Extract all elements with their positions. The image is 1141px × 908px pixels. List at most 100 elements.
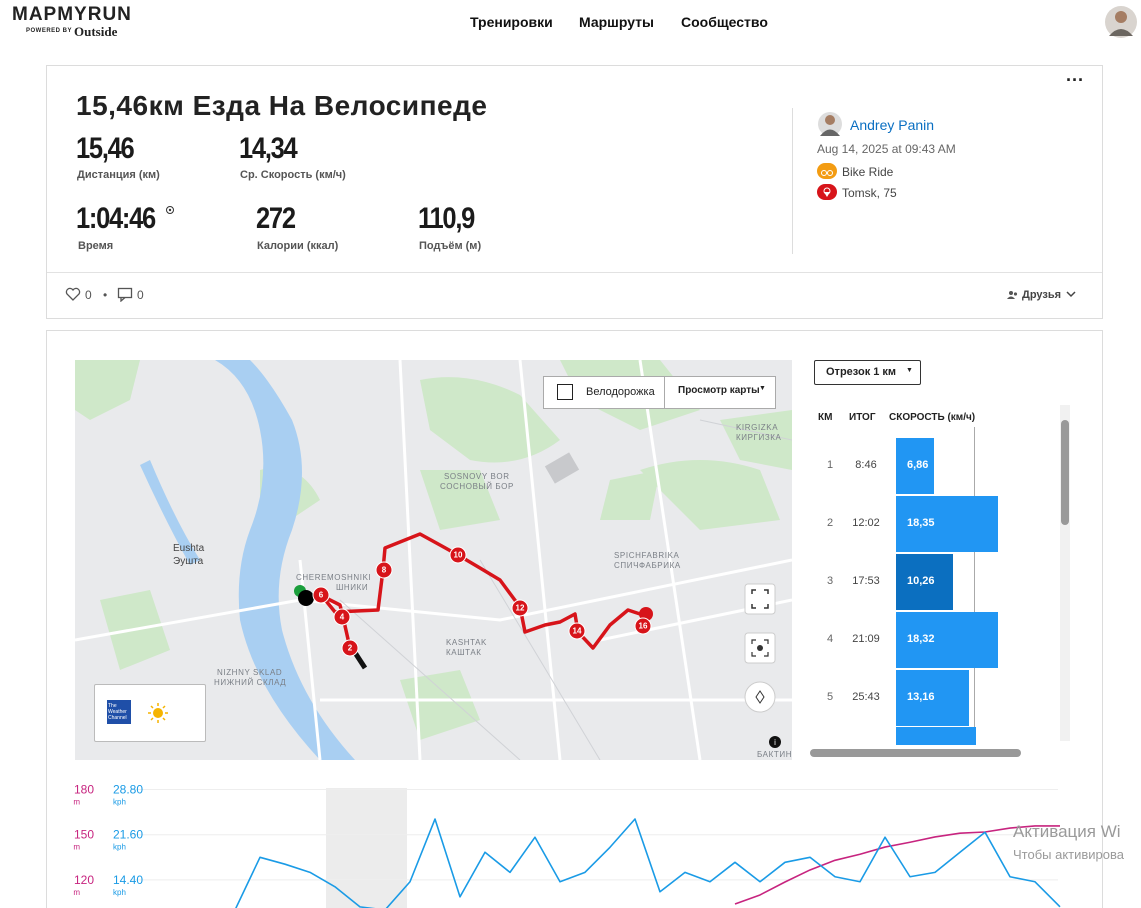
nav-link[interactable]: Сообщество — [681, 14, 768, 30]
speed-label: 18,32 — [907, 633, 935, 645]
map[interactable]: Eushta Эушта CHEREMOSHNIKI ШНИКИ SOSNOVY… — [75, 360, 792, 760]
column-header: КМ — [818, 412, 833, 423]
stat-value: 272 — [256, 202, 296, 235]
like-icon[interactable] — [65, 287, 81, 302]
stat-label: Калории (ккал) — [257, 240, 339, 252]
user-name[interactable]: Andrey Panin — [850, 117, 935, 133]
y-tick-label: 150 — [74, 828, 94, 842]
map-view-dropdown[interactable] — [664, 376, 776, 409]
route-marker: 16 — [639, 622, 648, 631]
bar-partial — [896, 727, 976, 745]
menu-dots[interactable]: ··· — [1066, 70, 1084, 90]
y2-tick-label: 14.40 — [113, 873, 143, 887]
column-header: ИТОГ — [849, 412, 876, 423]
column-header: СКОРОСТЬ (км/ч) — [889, 412, 976, 423]
bar — [896, 496, 999, 552]
activity-icon — [817, 163, 837, 179]
map-controls[interactable]: i — [744, 583, 781, 748]
y-unit: m — [73, 798, 80, 807]
place-label: KIRGIZKA — [736, 423, 778, 432]
svg-text:i: i — [774, 738, 776, 747]
series-line — [734, 825, 1060, 905]
y2-unit: kph — [113, 798, 126, 807]
speed-label: 6,86 — [907, 459, 929, 471]
divider — [47, 272, 1102, 273]
stat-label: Дистанция (км) — [77, 169, 160, 181]
hscroll-thumb[interactable] — [810, 749, 1021, 757]
time: 8:46 — [855, 459, 877, 471]
km: 4 — [826, 633, 834, 645]
y2-unit: kph — [113, 843, 126, 852]
workout-date: Aug 14, 2025 at 09:43 AM — [817, 142, 956, 156]
y2-tick-label: 28.80 — [113, 783, 143, 797]
bar — [896, 438, 935, 494]
y-unit: m — [73, 843, 80, 852]
place-label: CHEREMOSHNIKI — [296, 573, 371, 582]
y-tick-label: 120 — [74, 873, 94, 887]
bar — [896, 554, 954, 610]
sun-icon — [148, 703, 168, 723]
privacy[interactable]: Друзья — [1022, 289, 1062, 301]
place-label: КАШТАК — [446, 648, 482, 657]
activity-type: Bike Ride — [842, 165, 894, 179]
nav-link[interactable]: Тренировки — [470, 14, 553, 30]
stat-value: 15,46 — [76, 132, 135, 165]
privacy-icon — [1007, 291, 1018, 299]
speed-label: 18,35 — [907, 517, 935, 529]
workout-title: 15,46км Езда На Велосипеде — [76, 90, 488, 121]
place-label: NIZHNY SKLAD — [217, 668, 282, 677]
place-label: ШНИКИ — [336, 583, 368, 592]
selection — [326, 788, 407, 908]
bar — [896, 612, 998, 668]
stat-value: 14,34 — [239, 132, 298, 165]
user-avatar[interactable] — [817, 111, 843, 137]
location-icon — [817, 184, 837, 200]
time: 21:09 — [852, 633, 880, 645]
stat-value: 1:04:46 — [76, 202, 156, 235]
brand: Outside — [74, 24, 118, 39]
y-tick-label: 180 — [74, 783, 94, 797]
speed-label: 13,16 — [907, 691, 935, 703]
split-interval: Отрезок 1 км — [826, 366, 897, 378]
average-line — [974, 427, 975, 745]
y2-tick-label: 21.60 — [113, 828, 143, 842]
route-marker: 4 — [340, 613, 345, 622]
logo[interactable]: MAPMYRUN — [12, 4, 132, 25]
powered-by: POWERED BY — [26, 28, 73, 34]
separator: • — [103, 288, 108, 302]
map-view-label: Просмотр карты — [678, 385, 760, 396]
speed-label: 10,26 — [907, 575, 935, 587]
bike-lanes-toggle[interactable] — [543, 376, 666, 409]
weather-logo: The Weather Channel — [107, 700, 131, 724]
place-label: Eushta — [173, 543, 205, 554]
workout-card — [46, 65, 1103, 319]
place-label: КИРГИЗКА — [736, 433, 782, 442]
caret: ▼ — [759, 385, 766, 392]
watermark: Чтобы активирова — [1013, 847, 1125, 862]
route-marker: 6 — [319, 591, 324, 600]
place-label: СПИЧФАБРИКА — [614, 561, 681, 570]
nav-link[interactable]: Маршруты — [579, 14, 654, 30]
place-label: СОСНОВЫЙ БОР — [440, 482, 514, 491]
divider — [792, 108, 793, 254]
info-icon[interactable] — [165, 205, 175, 215]
bar — [896, 670, 970, 726]
km: 2 — [826, 517, 834, 529]
comment-icon[interactable] — [117, 287, 133, 302]
chevron — [1066, 291, 1076, 298]
avatar[interactable] — [1104, 4, 1138, 40]
caret: ▼ — [906, 367, 913, 374]
stat-label: Подъём (м) — [419, 240, 482, 252]
route-marker: 10 — [454, 551, 463, 560]
place-label: SPICHFABRIKA — [614, 551, 680, 560]
route-marker: 8 — [382, 566, 387, 575]
split-dropdown[interactable] — [814, 360, 921, 385]
y-unit: m — [73, 888, 80, 897]
scroll-thumb[interactable] — [1061, 420, 1069, 525]
place-labels: Eushta Эушта CHEREMOSHNIKI ШНИКИ SOSNOVY… — [173, 423, 791, 759]
checkbox[interactable] — [557, 384, 573, 400]
time: 17:53 — [852, 575, 880, 587]
route-marker: 2 — [348, 644, 353, 653]
